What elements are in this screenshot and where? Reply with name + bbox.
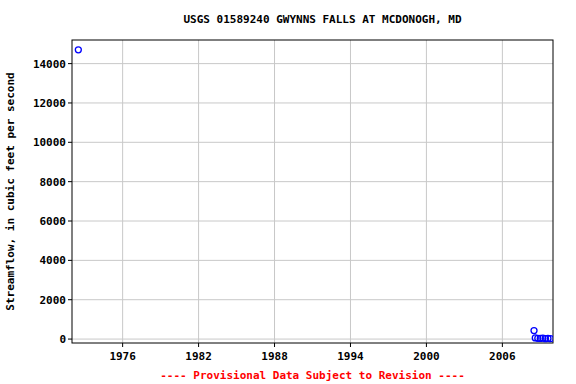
grid-line (72, 299, 553, 300)
plot-frame (72, 40, 553, 343)
background (0, 0, 576, 384)
point (531, 328, 537, 334)
grid-line (72, 260, 553, 261)
tick-label: 10000 (33, 136, 66, 149)
tick (68, 63, 72, 64)
tick-label: 8000 (40, 176, 67, 189)
tick (68, 102, 72, 103)
grid-line (72, 221, 553, 222)
tick (426, 343, 427, 347)
annotation: ---- Provisional Data Subject to Revisio… (160, 369, 465, 382)
grid-line (72, 181, 553, 182)
tick-label: 2000 (40, 294, 67, 307)
tick-label: 1976 (109, 350, 136, 363)
tick (68, 339, 72, 340)
tick (122, 343, 123, 347)
grid-line (274, 40, 275, 343)
point (547, 336, 553, 342)
grid-line (198, 40, 199, 343)
tick-label: 12000 (33, 97, 66, 110)
grid-line (502, 40, 503, 343)
tick-label: 1994 (337, 350, 364, 363)
point (75, 47, 81, 53)
tick (350, 343, 351, 347)
tick (502, 343, 503, 347)
tick (68, 181, 72, 182)
tick (68, 299, 72, 300)
tick (274, 343, 275, 347)
chart: 0 2000 4000 6000 8000 10000 12000 14000 1976 1982… (0, 0, 576, 384)
tick (198, 343, 199, 347)
tick-label: 6000 (40, 215, 67, 228)
y-axis-label: Streamflow, in cubic feet per second (4, 72, 17, 310)
grid-line (72, 339, 553, 340)
grid-line (72, 102, 553, 103)
grid-line (350, 40, 351, 343)
tick-label: 2006 (489, 350, 516, 363)
tick-label: 1988 (261, 350, 288, 363)
tick (68, 260, 72, 261)
points (75, 47, 553, 342)
tick (68, 221, 72, 222)
tick-label: 0 (59, 333, 66, 346)
tick-label: 4000 (40, 254, 67, 267)
title: USGS 01589240 GWYNNS FALLS AT MCDONOGH, … (183, 13, 462, 26)
grid-line (72, 142, 553, 143)
tick-label: 2000 (413, 350, 440, 363)
grid-line (122, 40, 123, 343)
tick-label: 1982 (185, 350, 212, 363)
tick (68, 142, 72, 143)
tick-label: 14000 (33, 58, 66, 71)
grid-line (426, 40, 427, 343)
grid-line (72, 63, 553, 64)
